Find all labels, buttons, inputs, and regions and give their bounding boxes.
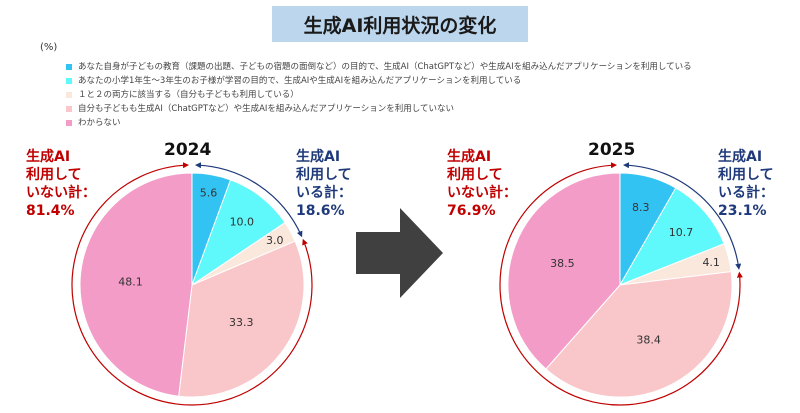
- pie-slice-2025-unknown: [507, 172, 621, 370]
- callout-line: 81.4%: [26, 203, 75, 219]
- legend-label: わからない: [78, 118, 121, 128]
- using-callout-2024: 生成AI 利用して いる計： 18.6%: [296, 148, 352, 220]
- legend-item-both: １と２の両方に該当する（自分も子どもも利用している）: [66, 88, 692, 102]
- not-using-callout-2025: 生成AI 利用して いない計： 76.9%: [447, 148, 517, 220]
- year-label-2024: 2024: [164, 140, 212, 160]
- data-label-2024-both: 3.0: [266, 234, 284, 247]
- transition-arrow: [356, 208, 443, 298]
- legend-item-unknown: わからない: [66, 116, 692, 130]
- callout-line: 利用して: [447, 167, 503, 183]
- pie-slice-2025-none: [545, 271, 733, 398]
- not-using-bracket-arc-2024: [71, 162, 313, 406]
- data-label-2025-self: 8.3: [632, 201, 650, 214]
- legend-label: あなたの小学1年生～3年生のお子様が学習の目的で、生成AIや生成AIを組み込んだ…: [78, 76, 522, 86]
- legend-item-none: 自分も子どもも生成AI（ChatGPTなど）や生成AIを組み込んだアプリケーショ…: [66, 102, 692, 116]
- callout-line: 76.9%: [447, 203, 496, 219]
- callout-line: 生成AI: [718, 149, 763, 165]
- legend-swatch: [66, 120, 72, 126]
- callout-line: 利用して: [296, 167, 352, 183]
- pie-slice-2024-none: [178, 240, 305, 398]
- legend-swatch: [66, 92, 72, 98]
- legend-swatch: [66, 106, 72, 112]
- callout-line: いる計：: [296, 185, 352, 201]
- not-using-callout-2024: 生成AI 利用して いない計： 81.4%: [26, 148, 96, 220]
- data-label-2025-child: 10.7: [669, 226, 694, 239]
- callout-line: 生成AI: [26, 149, 71, 165]
- legend: あなた自身が子どもの教育（課題の出題、子どもの宿題の面倒など）の目的で、生成AI…: [66, 60, 692, 130]
- callout-line: 18.6%: [296, 203, 345, 219]
- legend-label: あなた自身が子どもの教育（課題の出題、子どもの宿題の面倒など）の目的で、生成AI…: [78, 62, 692, 72]
- data-label-2024-self: 5.6: [200, 186, 218, 199]
- legend-label: １と２の両方に該当する（自分も子どもも利用している）: [78, 90, 299, 100]
- legend-item-child: あなたの小学1年生～3年生のお子様が学習の目的で、生成AIや生成AIを組み込んだ…: [66, 74, 692, 88]
- data-label-2025-unknown: 38.5: [550, 257, 575, 270]
- data-label-2024-child: 10.0: [230, 216, 255, 229]
- legend-item-self: あなた自身が子どもの教育（課題の出題、子どもの宿題の面倒など）の目的で、生成AI…: [66, 60, 692, 74]
- pie-slice-2024-unknown: [79, 172, 193, 397]
- legend-swatch: [66, 78, 72, 84]
- not-using-bracket-arc-2025: [499, 162, 743, 406]
- data-label-2024-none: 33.3: [229, 316, 254, 329]
- unit-label: (%): [40, 42, 58, 53]
- legend-label: 自分も子どもも生成AI（ChatGPTなど）や生成AIを組み込んだアプリケーショ…: [78, 104, 454, 114]
- callout-line: いない計：: [447, 185, 517, 201]
- legend-swatch: [66, 64, 72, 70]
- callout-line: 生成AI: [447, 149, 492, 165]
- page-title: 生成AI利用状況の変化: [272, 6, 528, 42]
- data-label-2024-unknown: 48.1: [118, 275, 143, 288]
- data-label-2025-both: 4.1: [702, 256, 720, 269]
- data-label-2025-none: 38.4: [636, 334, 661, 347]
- callout-line: 生成AI: [296, 149, 341, 165]
- callout-line: 利用して: [26, 167, 82, 183]
- year-label-2025: 2025: [588, 140, 636, 160]
- callout-line: いない計：: [26, 185, 96, 201]
